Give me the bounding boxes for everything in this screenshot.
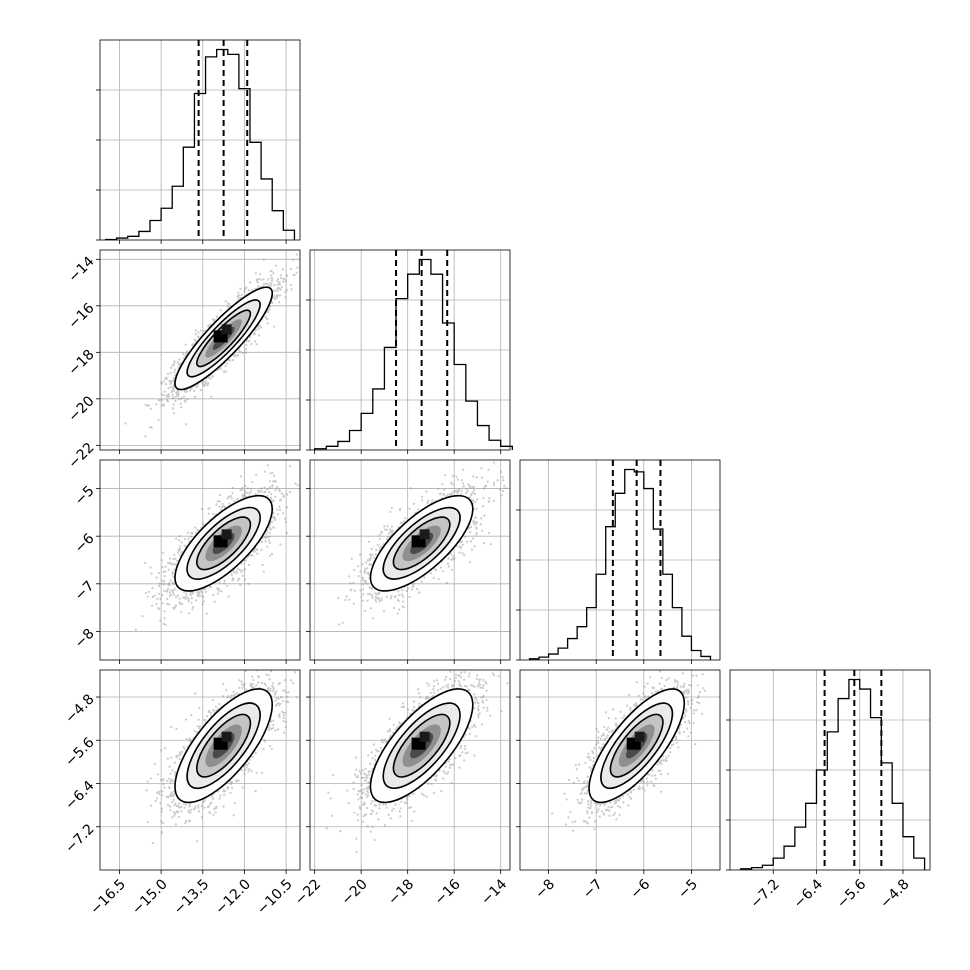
x-tick-label: −15.0 <box>129 876 171 918</box>
y-tick-label: −4.8 <box>62 691 97 726</box>
panel-content <box>134 464 299 631</box>
density-peak <box>419 529 430 540</box>
panel-content <box>551 670 707 832</box>
contour-line <box>196 713 252 778</box>
x-tick-label: −13.5 <box>171 876 213 918</box>
panel-content <box>337 461 508 626</box>
contour-line <box>186 702 261 790</box>
panel-frame <box>309 669 511 871</box>
histogram-step <box>314 258 513 450</box>
density-panel <box>306 459 511 664</box>
x-tick-label: −16.5 <box>87 876 129 918</box>
histogram-panel <box>516 459 721 664</box>
x-tick-label: −6 <box>628 876 654 902</box>
panel-frame <box>309 459 511 661</box>
density-panel <box>516 669 721 874</box>
density-peak <box>634 731 645 742</box>
contour-line <box>588 688 686 804</box>
histogram-panel <box>726 669 931 874</box>
contour-line <box>174 688 274 804</box>
contour-line <box>392 516 451 571</box>
contour-line <box>196 309 252 368</box>
histogram-step <box>740 678 926 870</box>
histogram-panel <box>96 39 301 244</box>
y-tick-label: −14 <box>65 254 97 286</box>
contour-line <box>609 713 664 778</box>
contour-line <box>600 702 674 790</box>
density-peak <box>221 731 232 742</box>
x-tick-label: −14 <box>478 876 510 908</box>
x-tick-label: −7 <box>580 876 606 902</box>
y-tick-label: −6 <box>72 530 98 556</box>
contour-line <box>186 506 261 580</box>
histogram-panel <box>306 249 513 454</box>
x-tick-label: −22 <box>292 876 324 908</box>
panel-content <box>325 670 509 854</box>
x-tick-label: −6.4 <box>791 876 826 911</box>
y-tick-label: −8 <box>72 626 98 652</box>
x-tick-label: −7.2 <box>748 876 783 911</box>
x-tick-label: −18 <box>385 876 417 908</box>
density-peak <box>221 529 232 540</box>
panel-content <box>145 670 298 845</box>
y-tick-label: −7.2 <box>62 821 97 856</box>
y-tick-label: −16 <box>65 300 97 332</box>
y-tick-label: −18 <box>65 347 97 379</box>
y-tick-label: −7 <box>72 578 98 604</box>
histogram-step <box>528 468 712 660</box>
density-panel <box>96 669 301 874</box>
contour-line <box>392 713 451 778</box>
panel-frame <box>519 669 721 871</box>
panel-frame <box>99 249 301 451</box>
x-tick-label: −4.8 <box>877 876 912 911</box>
density-panel <box>96 249 301 454</box>
contour-line <box>186 299 261 378</box>
y-tick-label: −5 <box>72 483 98 509</box>
contour-line <box>174 286 274 391</box>
x-tick-label: −5.6 <box>834 876 869 911</box>
histogram-step <box>104 48 296 241</box>
y-tick-label: −5.6 <box>62 735 97 770</box>
contour-line <box>174 494 274 592</box>
x-tick-label: −20 <box>339 876 371 908</box>
contour-line <box>196 516 252 571</box>
y-tick-label: −20 <box>65 393 97 425</box>
panel-content <box>124 253 299 438</box>
density-panel <box>306 669 511 874</box>
density-peak <box>419 731 430 742</box>
y-tick-label: −6.4 <box>62 778 97 813</box>
contour-line <box>382 506 461 580</box>
y-tick-label: −22 <box>65 440 97 472</box>
x-tick-label: −5 <box>675 876 701 902</box>
contour-line <box>382 702 461 790</box>
x-tick-label: −12.0 <box>212 876 254 918</box>
density-panel <box>96 459 301 664</box>
x-tick-label: −8 <box>532 876 558 902</box>
panel-frame <box>99 669 301 871</box>
contour-line <box>369 688 474 804</box>
panel-frame <box>99 459 301 661</box>
x-tick-label: −16 <box>432 876 464 908</box>
density-peak <box>221 324 232 335</box>
x-tick-label: −10.5 <box>254 876 296 918</box>
contour-line <box>369 494 474 592</box>
